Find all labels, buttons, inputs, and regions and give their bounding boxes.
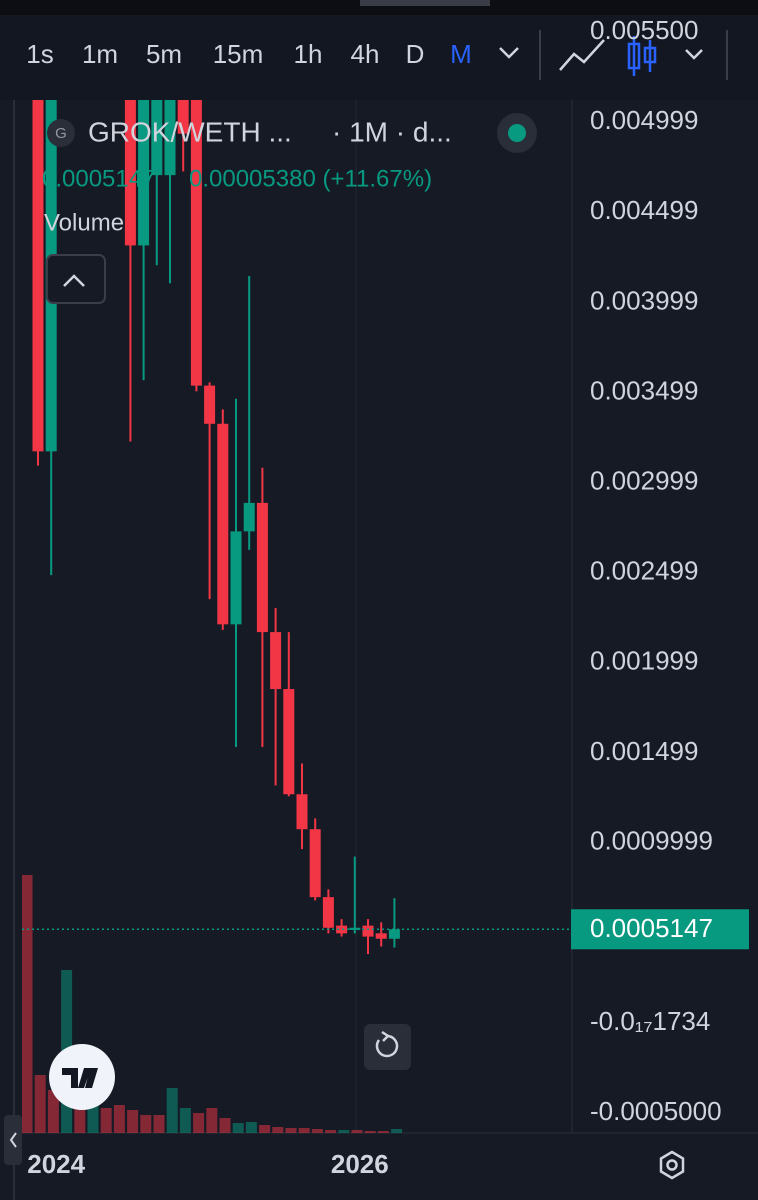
candle-body <box>32 100 44 452</box>
candle-body <box>322 897 334 928</box>
volume-bar <box>351 1130 363 1133</box>
time-axis: 2024 2026 <box>27 1149 388 1179</box>
candle-body <box>164 100 176 176</box>
candle-body <box>349 927 361 930</box>
candle-body <box>190 100 202 386</box>
interval-button[interactable]: D <box>406 39 425 69</box>
candle-body <box>177 100 189 134</box>
line-chart-icon[interactable] <box>559 39 605 71</box>
last-price-label: 0.0005147 <box>590 913 713 943</box>
volume-bar <box>325 1130 337 1133</box>
candle-body <box>124 100 136 246</box>
volume-bar <box>311 1129 323 1133</box>
symbol-name[interactable]: GROK/WETH ... <box>88 116 292 147</box>
interval-button[interactable]: 4h <box>351 39 380 69</box>
y-tick-label: -0.0005000 <box>590 1096 722 1126</box>
last-price-tag <box>571 909 749 950</box>
collapse-arrow <box>63 274 85 287</box>
y-tick-label: 0.001499 <box>590 736 698 766</box>
volume-bar <box>153 1115 165 1133</box>
price-axis: 0.005500 0.004999 0.004499 0.003999 0.003499… <box>571 15 749 1126</box>
candle-body <box>388 929 400 939</box>
volume-bar <box>272 1127 284 1133</box>
y-tick-label: 0.0009999 <box>590 826 713 856</box>
interval-button[interactable]: M <box>450 39 472 69</box>
volume-bar <box>113 1105 125 1133</box>
volume-bar <box>245 1122 257 1133</box>
legend-change: 0.00005380 (+11.67%) <box>189 165 432 192</box>
y-tick-label: -0.0₁₇1734 <box>590 1006 710 1036</box>
volume-label: Volume <box>44 209 124 236</box>
symbol-icon-letter: G <box>55 125 67 142</box>
volume-bar <box>259 1125 271 1133</box>
x-tick-label: 2024 <box>27 1149 85 1179</box>
volume-bar <box>179 1108 191 1133</box>
y-tick-label: 0.003999 <box>590 285 698 315</box>
y-tick-label: 0.001999 <box>590 646 698 676</box>
status-dot <box>508 124 526 142</box>
side-toggle[interactable] <box>4 1115 22 1165</box>
status-strip <box>0 0 758 15</box>
volume-bar <box>377 1131 389 1133</box>
chevron[interactable] <box>499 47 519 59</box>
candle-body <box>283 689 295 795</box>
candle-body <box>230 531 242 625</box>
candle-body <box>309 829 321 898</box>
x-tick-label: 2026 <box>331 1149 389 1179</box>
volume-bar <box>285 1128 297 1133</box>
interval-button[interactable]: 1h <box>294 39 323 69</box>
candle-body <box>217 423 229 625</box>
y-tick-label: 0.004999 <box>590 105 698 135</box>
candle-body <box>296 794 308 830</box>
y-tick-label: 0.002999 <box>590 466 698 496</box>
legend-price: 0.0005147 <box>42 165 155 192</box>
legend: G GROK/WETH ... · 1M · d... 0.0005147 0.… <box>42 113 537 304</box>
interval-bar: 1s 1m 5m 15m 1h 4h D M <box>26 39 472 69</box>
volume-bar <box>206 1108 218 1133</box>
symbol-icon <box>47 119 75 147</box>
candle-body <box>138 100 150 246</box>
candle-body <box>243 502 255 532</box>
y-tick-label: 0.002499 <box>590 556 698 586</box>
y-tick-label: 0.003499 <box>590 375 698 405</box>
y-tick-label: 0.005500 <box>590 15 698 45</box>
volume-bar <box>47 1090 59 1133</box>
volume-bar <box>338 1130 350 1133</box>
volume-bar <box>140 1115 152 1133</box>
volume-bar <box>22 875 33 1133</box>
interval-button[interactable]: 5m <box>146 39 182 69</box>
candle-icon[interactable] <box>627 36 657 76</box>
volume-bar <box>100 1108 112 1133</box>
reset-button[interactable] <box>364 1024 411 1070</box>
volume-bar <box>34 1075 46 1133</box>
candle-body <box>204 385 216 424</box>
volume-bar <box>87 1095 99 1133</box>
volume-bar <box>166 1088 178 1133</box>
interval-button[interactable]: 1s <box>26 39 53 69</box>
volume-bar <box>127 1110 139 1133</box>
tv-logo[interactable] <box>49 1044 115 1110</box>
volume-bar <box>232 1123 244 1133</box>
candle-body <box>375 933 387 939</box>
volume-bar <box>298 1128 310 1133</box>
volume-bar <box>391 1129 403 1133</box>
y-tick-label: 0.004499 <box>590 195 698 225</box>
settings-gear[interactable] <box>659 1150 685 1180</box>
toolbar <box>0 15 758 100</box>
volume-bar <box>193 1113 205 1133</box>
candle-body <box>256 502 268 633</box>
strip-bar <box>360 0 490 6</box>
chevron[interactable] <box>685 49 703 60</box>
candle-body <box>336 925 348 934</box>
interval-button[interactable]: 15m <box>213 39 264 69</box>
candle-body <box>151 100 163 176</box>
candle-body <box>362 925 374 937</box>
interval-button[interactable]: 1m <box>82 39 118 69</box>
symbol-interval: · 1M · d... <box>332 116 452 147</box>
candle-body <box>270 632 282 690</box>
volume-bar <box>364 1131 376 1133</box>
volume-bar <box>219 1118 231 1133</box>
